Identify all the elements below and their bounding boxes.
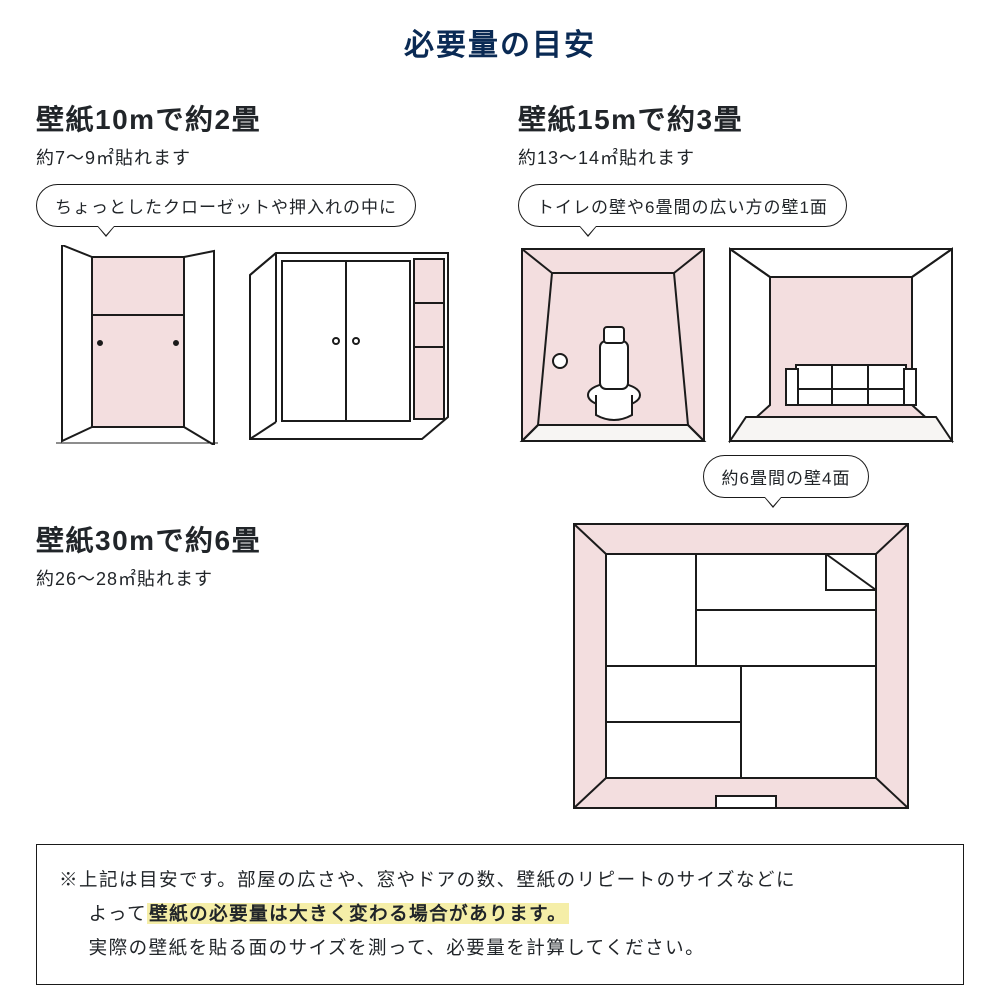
note-line2: よって壁紙の必要量は大きく変わる場合があります。 [59, 897, 941, 931]
closet-icon [36, 245, 226, 445]
section-30m: 壁紙30mで約6畳 約26～28㎡貼れます [36, 519, 482, 816]
room-one-wall-icon [726, 245, 956, 445]
content-grid: 壁紙10mで約2畳 約7～9㎡貼れます ちょっとしたクローゼットや押入れの中に [36, 98, 964, 816]
section-15m-sub: 約13～14㎡貼れます [518, 144, 964, 170]
section-10m-sub: 約7～9㎡貼れます [36, 144, 482, 170]
push-closet-icon [244, 245, 454, 445]
note-highlight: 壁紙の必要量は大きく変わる場合があります。 [147, 903, 569, 924]
section-10m-bubble: ちょっとしたクローゼットや押入れの中に [36, 184, 416, 227]
section-15m-bubble: トイレの壁や6畳間の広い方の壁1面 [518, 184, 847, 227]
note-line3: 実際の壁紙を貼る面のサイズを測って、必要量を計算してください。 [59, 931, 941, 965]
page-title: 必要量の目安 [36, 20, 964, 64]
floorplan-6tatami-icon [566, 516, 916, 816]
note-line1: ※上記は目安です。部屋の広さや、窓やドアの数、壁紙のリピートのサイズなどに [59, 869, 796, 890]
note-box: ※上記は目安です。部屋の広さや、窓やドアの数、壁紙のリピートのサイズなどに よっ… [36, 844, 964, 985]
section-30m-right: 約6畳間の壁4面 [518, 455, 964, 816]
section-10m-heading: 壁紙10mで約2畳 [36, 98, 482, 138]
note-line2a: よって [89, 903, 148, 924]
section-15m-illustrations [518, 245, 964, 445]
section-10m: 壁紙10mで約2畳 約7～9㎡貼れます ちょっとしたクローゼットや押入れの中に [36, 98, 482, 445]
section-15m-heading: 壁紙15mで約3畳 [518, 98, 964, 138]
section-15m: 壁紙15mで約3畳 約13～14㎡貼れます トイレの壁や6畳間の広い方の壁1面 [518, 98, 964, 445]
toilet-room-icon [518, 245, 708, 445]
section-30m-heading: 壁紙30mで約6畳 [36, 519, 482, 559]
section-30m-sub: 約26～28㎡貼れます [36, 565, 482, 591]
section-10m-illustrations [36, 245, 482, 445]
section-30m-bubble: 約6畳間の壁4面 [703, 455, 870, 498]
